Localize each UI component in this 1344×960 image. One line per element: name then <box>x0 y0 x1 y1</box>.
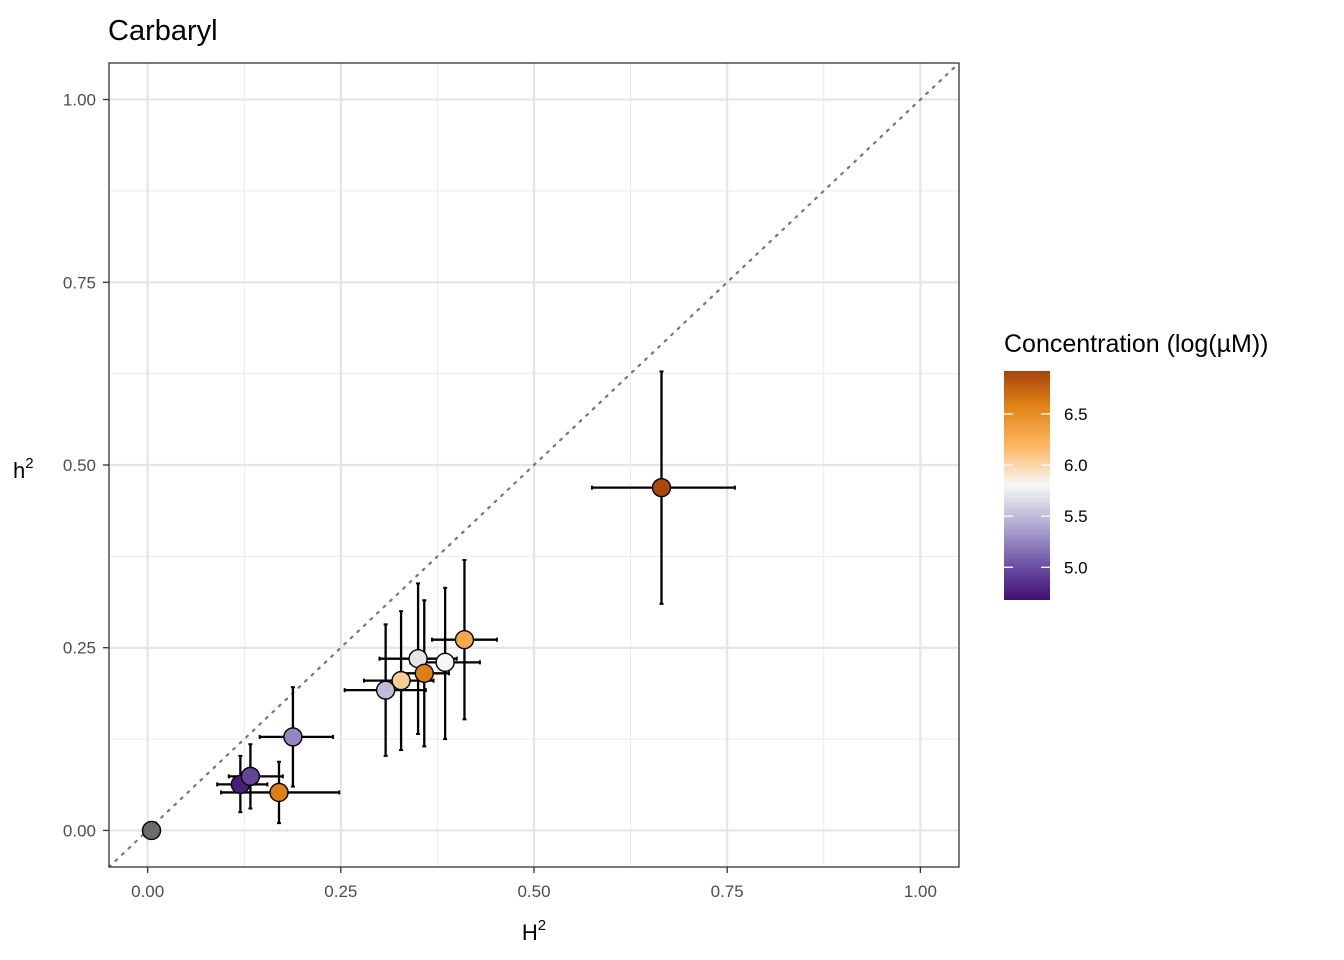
data-point <box>240 766 261 787</box>
x-tick-label: 1.00 <box>904 882 937 901</box>
data-points <box>141 477 672 841</box>
data-point <box>141 820 162 841</box>
x-axis-title: H2 <box>522 917 546 945</box>
reference-line-group <box>109 63 959 867</box>
data-point <box>454 629 475 650</box>
y-tick-label: 0.25 <box>63 639 96 658</box>
y-tick-label: 0.75 <box>63 273 96 292</box>
x-axis-title-superscript: 2 <box>538 917 546 934</box>
x-tick-label: 0.00 <box>131 882 164 901</box>
y-tick-label: 1.00 <box>63 91 96 110</box>
chart-title: Carbaryl <box>108 15 218 47</box>
x-tick-label: 0.25 <box>324 882 357 901</box>
x-tick-label: 0.75 <box>711 882 744 901</box>
data-point <box>283 727 303 747</box>
y-axis: 0.00 0.25 0.50 0.75 1.00 <box>63 91 109 840</box>
legend-tick-label: 5.0 <box>1064 558 1088 577</box>
data-point <box>269 782 289 803</box>
x-tick-label: 0.50 <box>517 882 550 901</box>
data-point <box>375 680 396 700</box>
legend-ticks: 5.0 5.5 6.0 6.5 <box>1004 405 1088 577</box>
data-point <box>435 652 455 673</box>
y-tick-label: 0.00 <box>63 821 96 840</box>
x-axis: 0.00 0.25 0.50 0.75 1.00 <box>131 867 937 901</box>
y-tick-label: 0.50 <box>63 456 96 475</box>
legend-tick-label: 5.5 <box>1064 507 1088 526</box>
data-point <box>391 670 411 691</box>
data-point <box>414 663 434 684</box>
legend-tick-label: 6.5 <box>1064 405 1088 424</box>
reference-line <box>109 63 959 867</box>
legend-tick-label: 6.0 <box>1064 456 1088 475</box>
legend-colorbar <box>1004 371 1050 600</box>
legend-title: Concentration (log(µM)) <box>1004 330 1269 358</box>
y-axis-title-superscript: 2 <box>25 455 33 472</box>
y-axis-title: h2 <box>13 455 34 483</box>
data-point <box>651 477 672 498</box>
